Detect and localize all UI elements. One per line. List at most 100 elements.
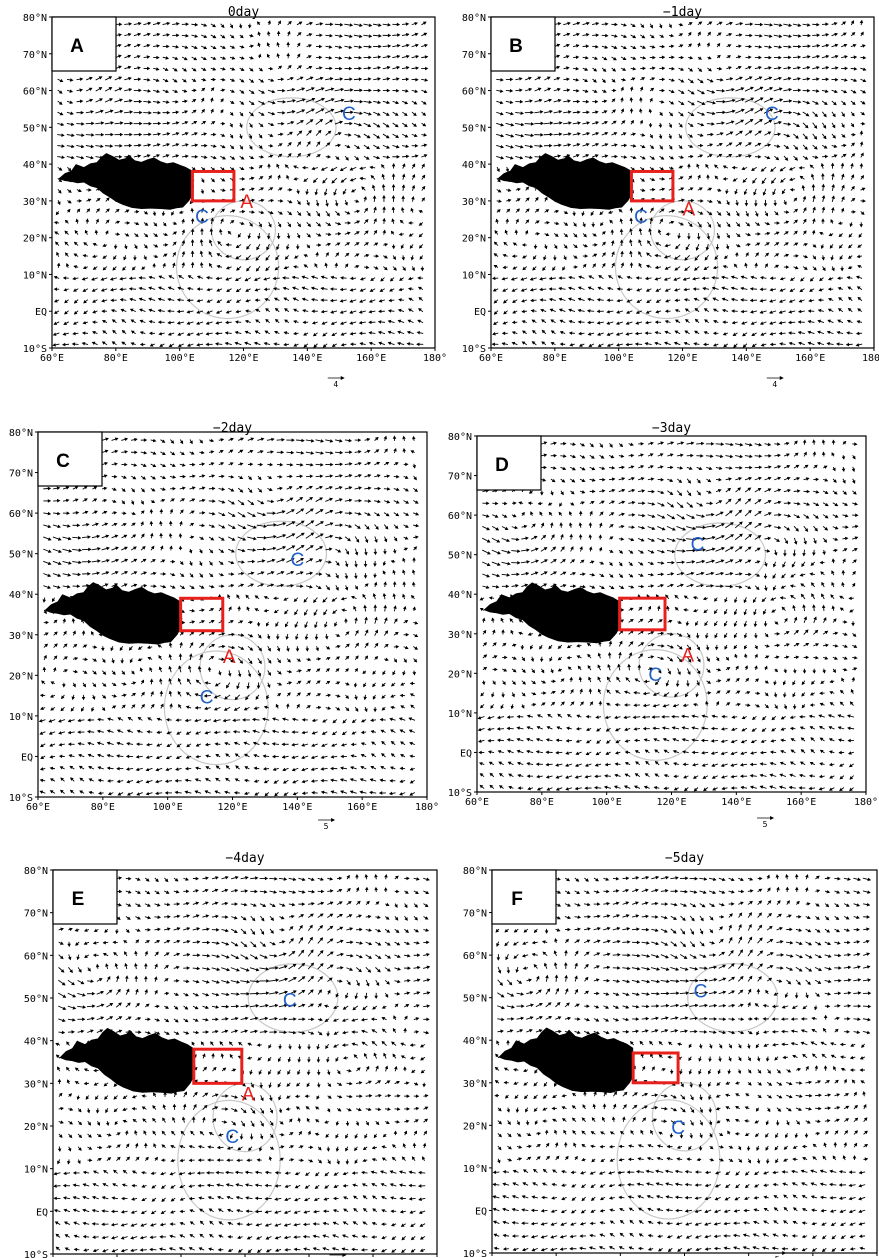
y-tick-label: EQ xyxy=(474,307,486,318)
y-tick-label: EQ xyxy=(35,307,47,318)
x-tick-label: 180° xyxy=(862,353,879,364)
cyclone-label: C xyxy=(648,665,662,686)
x-tick-label: 120°E xyxy=(667,353,697,364)
y-tick-label: 70°N xyxy=(462,50,486,61)
panel-title: −4day xyxy=(225,851,264,866)
y-tick-label: 20°N xyxy=(9,671,33,682)
anticyclone-label: A xyxy=(683,200,696,221)
x-tick-label: 100°E xyxy=(592,797,622,808)
y-tick-label: 80°N xyxy=(23,13,47,24)
y-tick-label: 20°N xyxy=(448,669,472,680)
y-tick-label: 40°N xyxy=(9,590,33,601)
y-tick-label: 10°N xyxy=(448,709,472,720)
wind-vector-field xyxy=(38,435,420,797)
y-tick-label: 20°N xyxy=(462,234,486,245)
y-tick-label: 10°S xyxy=(448,788,472,799)
contour-lines xyxy=(602,522,767,761)
y-tick-label: 50°N xyxy=(23,123,47,134)
tibetan-plateau-mask xyxy=(497,153,633,210)
wind-vector-field xyxy=(477,439,859,792)
y-tick-label: 80°N xyxy=(448,432,472,443)
anticyclone-label: A xyxy=(681,645,694,666)
map-plot: −3dayCACD80°N70°N60°N50°N40°N30°N20°N10°… xyxy=(448,421,878,829)
reference-vector-label: 5 xyxy=(763,820,768,829)
y-tick-label: 20°N xyxy=(23,234,47,245)
cyclone-label: C xyxy=(765,104,779,125)
y-tick-label: 10°S xyxy=(9,793,33,804)
y-tick-label: 60°N xyxy=(23,87,47,98)
panel-title: −2day xyxy=(213,421,252,436)
y-tick-label: 30°N xyxy=(462,197,486,208)
cyclone-label: C xyxy=(195,207,209,228)
y-tick-label: EQ xyxy=(460,748,472,759)
panel-title: −3day xyxy=(652,421,691,436)
panel-e: −4day C A C E 80°N 70°N 60°N 50°N 40°N 30°N 20°N 10°… xyxy=(0,850,440,1258)
x-tick-label: 60°E xyxy=(26,802,50,813)
target-region-box xyxy=(190,169,236,203)
y-tick-label: 40°N xyxy=(462,160,486,171)
target-region-box xyxy=(618,596,667,632)
y-tick-label: 70°N xyxy=(448,472,472,483)
x-tick-label: 140°E xyxy=(282,802,312,813)
y-tick-label: 10°N xyxy=(9,712,33,723)
panel-letter: B xyxy=(509,36,523,57)
cyclone-label: C xyxy=(691,535,705,556)
reference-vector-label: 5 xyxy=(324,822,329,831)
target-region-box xyxy=(179,596,225,633)
panel-letter: A xyxy=(70,36,84,57)
x-tick-label: 140°E xyxy=(292,353,322,364)
panel-a: 0day C A C A 80°N 70°N 60°N 50°N 40°N 30°N 20°N 10°N… xyxy=(0,0,447,400)
x-tick-label: 80°E xyxy=(543,353,567,364)
y-tick-label: 10°N xyxy=(462,270,486,281)
tibetan-plateau-mask xyxy=(58,153,195,210)
panel-title: 0day xyxy=(228,5,259,20)
y-tick-label: 60°N xyxy=(448,511,472,522)
cyclone-label: C xyxy=(634,207,648,228)
y-tick-label: 70°N xyxy=(9,469,33,480)
x-tick-label: 160°E xyxy=(347,802,377,813)
cyclone-label: C xyxy=(200,688,214,709)
reference-vector: 4 xyxy=(766,376,784,389)
map-plot: 0day C A C A 80°N 70°N 60°N 50°N 40°N 30°N 20°N 10°N… xyxy=(23,5,447,389)
x-tick-label: 180° xyxy=(415,802,439,813)
x-tick-label: 140°E xyxy=(721,797,751,808)
x-tick-label: 120°E xyxy=(228,353,258,364)
reference-vector: 5 xyxy=(318,818,336,831)
y-tick-label: 10°S xyxy=(23,344,47,355)
cyclone-label: C xyxy=(342,104,356,125)
panel-b: −1day C A C B 80°N 70°N 60°N 50°N 40°N 30°N 20°N 10°… xyxy=(439,0,879,400)
panel-letter-box: D xyxy=(476,435,542,491)
y-tick-label: 50°N xyxy=(462,123,486,134)
x-tick-label: 60°E xyxy=(465,797,489,808)
x-tick-label: 100°E xyxy=(165,353,195,364)
y-tick-label: 80°N xyxy=(462,13,486,24)
reference-vector: 5 xyxy=(757,816,775,829)
y-tick-label: EQ xyxy=(21,752,33,763)
y-tick-label: 10°N xyxy=(23,270,47,281)
x-tick-label: 80°E xyxy=(104,353,128,364)
panel-title: −1day xyxy=(663,5,702,20)
x-tick-label: 160°E xyxy=(795,353,825,364)
x-tick-label: 100°E xyxy=(153,802,183,813)
y-tick-label: 70°N xyxy=(23,50,47,61)
y-tick-label: 50°N xyxy=(9,550,33,561)
panel-letter-box: A xyxy=(51,16,117,72)
x-tick-label: 80°E xyxy=(91,802,115,813)
x-tick-label: 120°E xyxy=(217,802,247,813)
reference-vector: 4 xyxy=(327,376,345,389)
tibetan-plateau-mask xyxy=(44,582,183,645)
y-tick-label: 50°N xyxy=(448,551,472,562)
reference-vector-label: 4 xyxy=(333,380,338,389)
y-tick-label: 60°N xyxy=(462,87,486,98)
contour-lines xyxy=(177,963,339,1221)
x-tick-label: 80°E xyxy=(530,797,554,808)
panel-letter: D xyxy=(495,455,509,476)
x-tick-label: 120°E xyxy=(656,797,686,808)
x-tick-label: 160°E xyxy=(786,797,816,808)
y-tick-label: 40°N xyxy=(448,590,472,601)
tibetan-plateau-mask xyxy=(483,582,622,644)
cyclone-label: C xyxy=(290,550,304,571)
x-tick-label: 140°E xyxy=(731,353,761,364)
anticyclone-label: A xyxy=(223,647,236,668)
y-tick-label: 40°N xyxy=(23,160,47,171)
